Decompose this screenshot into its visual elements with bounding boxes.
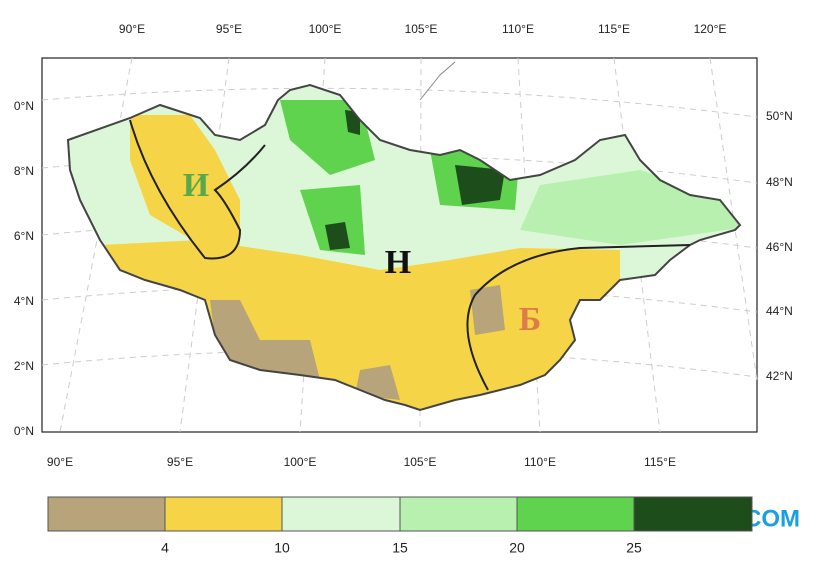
zone-boundary-south (466, 244, 691, 391)
lat-label: 50°N (766, 109, 793, 123)
neighbor-border (419, 61, 456, 101)
lat-label: 0°N (14, 99, 34, 113)
lat-label: 46°N (766, 240, 793, 254)
lat-label: 0°N (14, 424, 34, 438)
colorbar-label: 20 (509, 540, 525, 556)
lon-label: 90°E (119, 22, 145, 36)
lon-label: 105°E (404, 455, 437, 469)
lat-label: 4°N (14, 294, 34, 308)
colorbar-label: 15 (392, 540, 408, 556)
lon-label: 110°E (524, 455, 556, 469)
lon-label: 95°E (216, 22, 242, 36)
lat-label: 42°N (766, 369, 793, 383)
colorbar-label: 4 (161, 540, 169, 556)
region-label: И (183, 167, 209, 204)
colorbar (47, 496, 753, 532)
lat-label: 8°N (14, 164, 34, 178)
lon-label: 100°E (309, 22, 342, 36)
lon-label: 100°E (284, 455, 317, 469)
lat-label: 2°N (14, 359, 34, 373)
country-outline (66, 83, 742, 412)
lon-label: 95°E (167, 455, 193, 469)
colorbar-label: 10 (274, 540, 290, 556)
lon-label: 110°E (502, 22, 534, 36)
region-label: Б (519, 301, 541, 338)
lon-label: 90°E (47, 455, 73, 469)
lon-label: 115°E (598, 22, 630, 36)
lon-label: 105°E (405, 22, 438, 36)
zone-boundary-west (129, 119, 266, 260)
lat-label: 6°N (14, 229, 34, 243)
lon-label: 120°E (694, 22, 727, 36)
colorbar-label: 25 (626, 540, 642, 556)
lon-label: 115°E (644, 455, 676, 469)
lat-label: 44°N (766, 304, 793, 318)
lat-label: 48°N (766, 175, 793, 189)
region-label: Н (385, 244, 411, 281)
